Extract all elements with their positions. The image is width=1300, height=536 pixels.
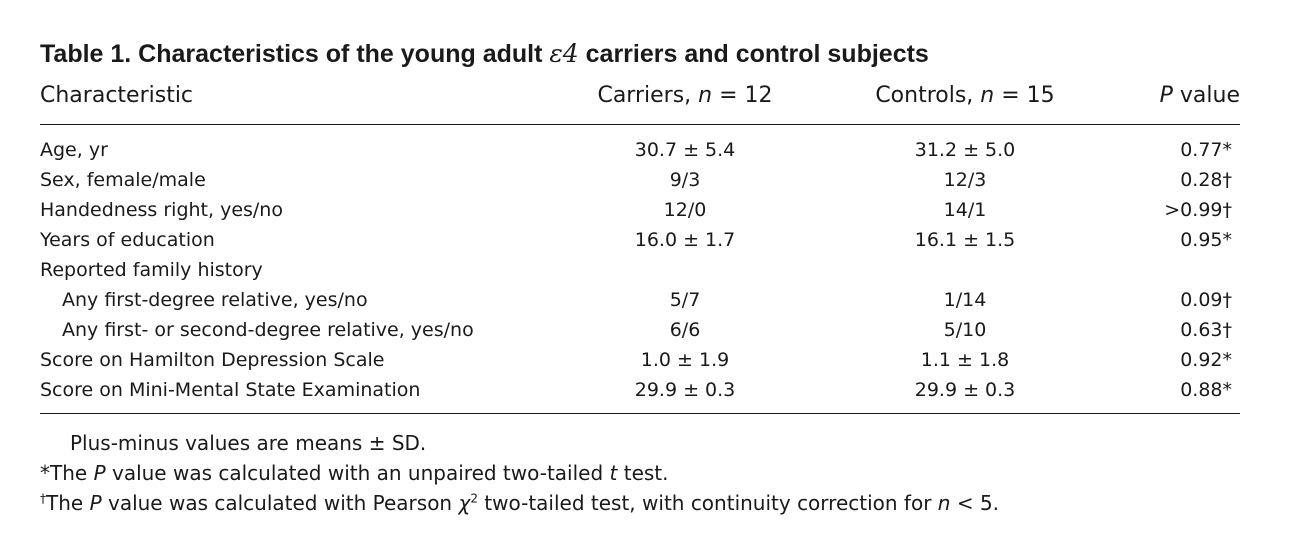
cell-characteristic: Score on Mini-Mental State Examination	[40, 375, 540, 414]
table-row: Handedness right, yes/no 12/0 14/1 >0.99…	[40, 195, 1240, 225]
table-row: Score on Mini-Mental State Examination 2…	[40, 375, 1240, 414]
footnote-dagger: †	[40, 491, 46, 506]
header-row: Characteristic Carriers, n = 12 Controls…	[40, 74, 1240, 125]
cell-characteristic: Score on Hamilton Depression Scale	[40, 349, 385, 371]
caption-suffix: carriers and control subjects	[578, 40, 929, 68]
header-carriers-label: Carriers,	[597, 82, 699, 108]
table-row-group-heading: Reported family history	[40, 255, 1240, 285]
footnote-plus-minus: Plus-minus values are means ± SD.	[70, 431, 427, 455]
cell-characteristic: Reported family history	[40, 259, 263, 281]
cell-carriers	[540, 255, 830, 285]
footnote-chi-symbol: χ	[458, 491, 471, 515]
header-controls-eq: = 15	[994, 82, 1055, 108]
cell-characteristic: Years of education	[40, 229, 215, 251]
cell-p-value: 0.88*	[1100, 375, 1240, 414]
header-carriers-eq: = 12	[712, 82, 773, 108]
table-row: Sex, female/male 9/3 12/3 0.28†	[40, 165, 1240, 195]
footnote-t-a: *The	[40, 461, 94, 485]
footnote-t-test: *The P value was calculated with an unpa…	[40, 458, 1240, 488]
header-carriers: Carriers, n = 12	[540, 74, 830, 125]
cell-controls: 12/3	[943, 169, 987, 191]
header-p-rest: value	[1172, 82, 1240, 108]
cell-characteristic: Any first-degree relative, yes/no	[62, 289, 368, 311]
characteristics-table: Characteristic Carriers, n = 12 Controls…	[40, 74, 1240, 414]
cell-p-value: 0.63†	[1180, 319, 1232, 341]
footnote-chi-a: The	[46, 491, 90, 515]
footnote-t-p: P	[93, 461, 106, 485]
table-row: Score on Hamilton Depression Scale 1.0 ±…	[40, 345, 1240, 375]
footnote-t-t: t	[609, 461, 618, 485]
cell-p-value: 0.77*	[1180, 139, 1232, 161]
cell-characteristic: Any first- or second-degree relative, ye…	[62, 319, 474, 341]
header-p-italic: P	[1159, 82, 1173, 108]
cell-p-value	[1100, 255, 1240, 285]
table-caption: Table 1. Characteristics of the young ad…	[40, 34, 1240, 74]
cell-controls: 31.2 ± 5.0	[914, 139, 1016, 161]
header-characteristic: Characteristic	[40, 74, 540, 125]
footnote-chi-n: n	[937, 491, 951, 515]
header-p-value: P value	[1100, 74, 1240, 125]
cell-characteristic: Age, yr	[40, 139, 108, 161]
cell-controls: 5/10	[943, 319, 987, 341]
header-controls-n: n	[980, 82, 995, 108]
header-controls: Controls, n = 15	[830, 74, 1100, 125]
cell-controls	[830, 255, 1100, 285]
header-controls-label: Controls,	[875, 82, 981, 108]
cell-characteristic: Handedness right, yes/no	[40, 199, 283, 221]
cell-carriers: 5/7	[669, 289, 701, 311]
cell-p-value: 0.09†	[1180, 289, 1232, 311]
cell-characteristic: Sex, female/male	[40, 169, 206, 191]
table-footnotes: Plus-minus values are means ± SD. *The P…	[40, 428, 1240, 518]
table-row: Years of education 16.0 ± 1.7 16.1 ± 1.5…	[40, 225, 1240, 255]
footnote-chi-b: value was calculated with Pearson	[101, 491, 459, 515]
cell-controls: 1.1 ± 1.8	[920, 349, 1010, 371]
cell-carriers: 9/3	[669, 169, 701, 191]
cell-carriers: 16.0 ± 1.7	[634, 229, 736, 251]
footnote-t-b: value was calculated with an unpaired tw…	[105, 461, 610, 485]
footnote-chi-c: two-tailed test, with continuity correct…	[477, 491, 938, 515]
cell-p-value: 0.92*	[1180, 349, 1232, 371]
footnote-chi-p: P	[89, 491, 102, 515]
cell-controls: 29.9 ± 0.3	[830, 375, 1100, 414]
cell-controls: 1/14	[943, 289, 987, 311]
cell-carriers: 6/6	[669, 319, 701, 341]
cell-carriers: 1.0 ± 1.9	[640, 349, 730, 371]
footnote-t-c: test.	[617, 461, 669, 485]
table-row: Age, yr 30.7 ± 5.4 31.2 ± 5.0 0.77*	[40, 125, 1240, 166]
cell-controls: 16.1 ± 1.5	[914, 229, 1016, 251]
table-row: Any first-degree relative, yes/no 5/7 1/…	[40, 285, 1240, 315]
caption-epsilon: ε4	[549, 39, 579, 68]
cell-p-value: 0.95*	[1180, 229, 1232, 251]
footnote-chi-squared: 2	[470, 491, 478, 506]
footnote-chi-square: †The P value was calculated with Pearson…	[40, 488, 1240, 518]
cell-p-value: >0.99†	[1164, 199, 1232, 221]
cell-carriers: 30.7 ± 5.4	[634, 139, 736, 161]
caption-prefix: Table 1. Characteristics of the young ad…	[40, 40, 550, 68]
header-carriers-n: n	[698, 82, 713, 108]
cell-carriers: 12/0	[663, 199, 707, 221]
cell-p-value: 0.28†	[1180, 169, 1232, 191]
cell-carriers: 29.9 ± 0.3	[540, 375, 830, 414]
table-container: Table 1. Characteristics of the young ad…	[40, 30, 1240, 518]
footnote-chi-d: < 5.	[950, 491, 1000, 515]
table-row: Any first- or second-degree relative, ye…	[40, 315, 1240, 345]
cell-controls: 14/1	[943, 199, 987, 221]
